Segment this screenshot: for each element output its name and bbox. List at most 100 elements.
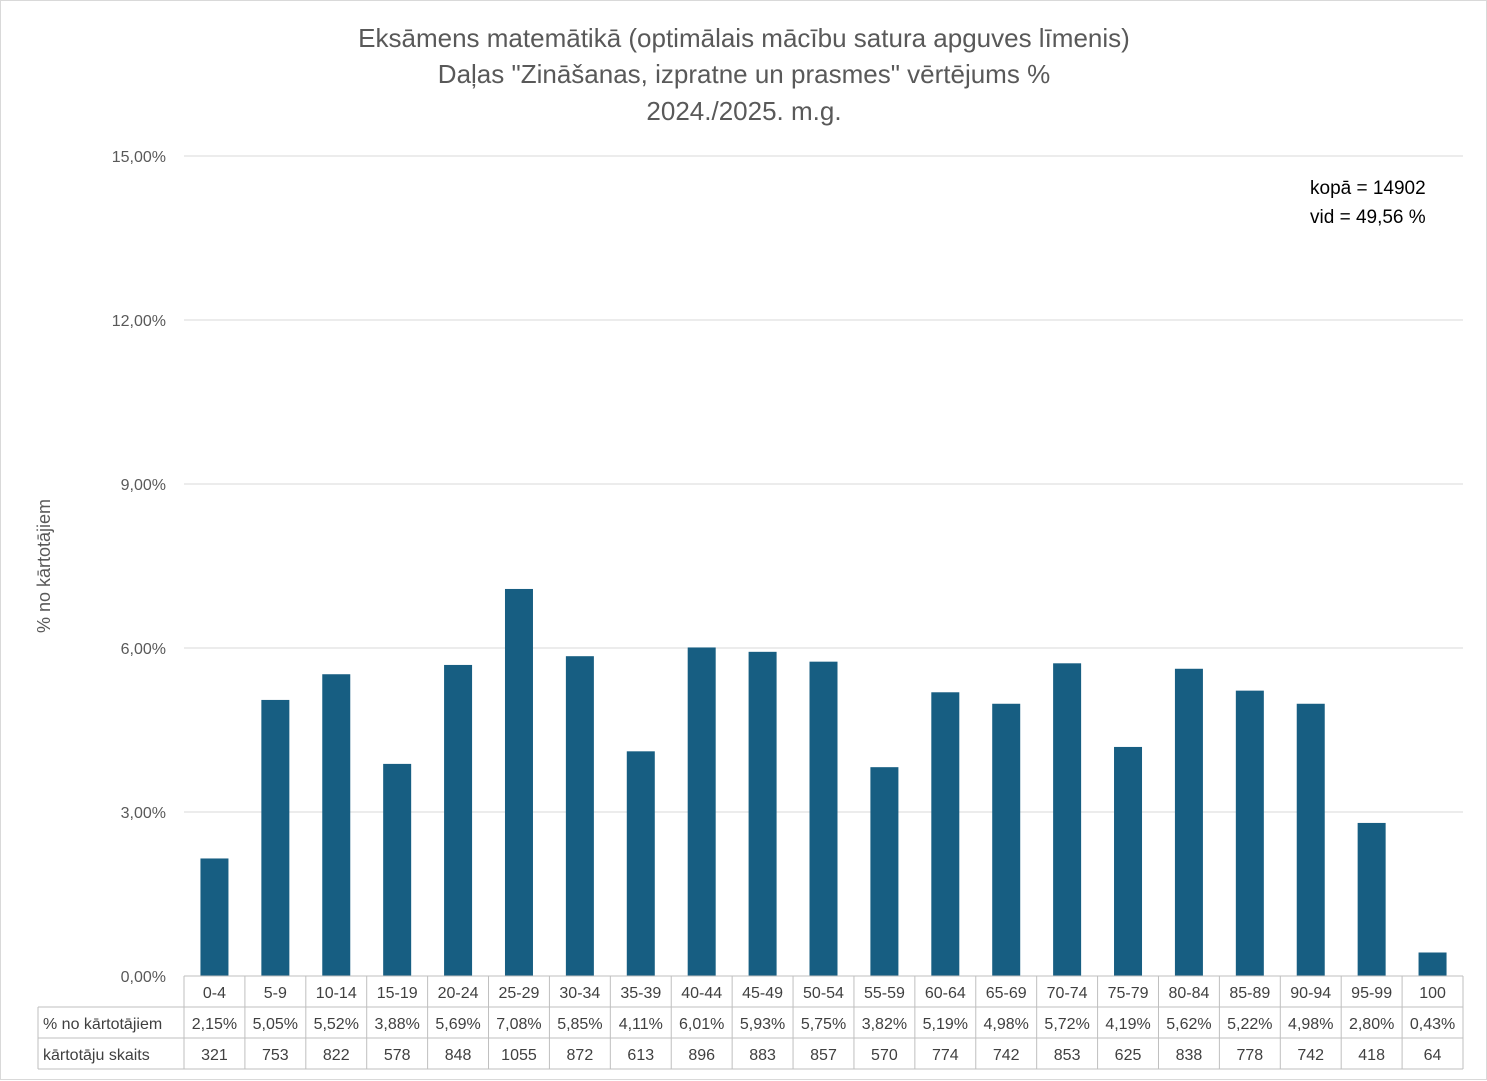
table-cell-percent: 4,19% bbox=[1105, 1016, 1150, 1033]
annotation-text: vid = 49,56 % bbox=[1310, 207, 1426, 228]
table-cell-percent: 5,72% bbox=[1044, 1016, 1089, 1033]
x-tick-label: 80-84 bbox=[1168, 985, 1209, 1002]
y-tick-label: 0,00% bbox=[121, 969, 166, 986]
bar-15-19 bbox=[383, 763, 412, 976]
x-tick-label: 85-89 bbox=[1229, 985, 1270, 1002]
x-tick-label: 75-79 bbox=[1108, 985, 1149, 1002]
y-tick-label: 6,00% bbox=[121, 641, 166, 658]
table-cell-count: 778 bbox=[1236, 1047, 1263, 1064]
table-cell-percent: 0,43% bbox=[1410, 1016, 1455, 1033]
x-tick-label: 15-19 bbox=[377, 985, 418, 1002]
table-cell-percent: 5,75% bbox=[801, 1016, 846, 1033]
table-cell-percent: 3,82% bbox=[862, 1016, 907, 1033]
table-cell-count: 848 bbox=[445, 1047, 472, 1064]
y-axis-label: % no kārtotājiem bbox=[34, 499, 54, 633]
y-axis-ticks: 0,00% 3,00% 6,00% 9,00% 12,00% 15,00% bbox=[112, 149, 166, 986]
table-cell-count: 753 bbox=[262, 1047, 289, 1064]
y-tick-label: 9,00% bbox=[121, 477, 166, 494]
table-cell-count: 742 bbox=[993, 1047, 1020, 1064]
table-cell-count: 64 bbox=[1424, 1047, 1442, 1064]
x-tick-label: 55-59 bbox=[864, 985, 905, 1002]
table-cell-count: 822 bbox=[323, 1047, 350, 1064]
x-tick-label: 65-69 bbox=[986, 985, 1027, 1002]
table-cell-percent: 2,80% bbox=[1349, 1016, 1394, 1033]
table-cell-percent: 5,85% bbox=[557, 1016, 602, 1033]
x-tick-label: 35-39 bbox=[620, 985, 661, 1002]
table-row-header: kārtotāju skaits bbox=[43, 1047, 150, 1064]
y-tick-label: 12,00% bbox=[112, 313, 166, 330]
table-cell-percent: 5,52% bbox=[314, 1016, 359, 1033]
table-cell-percent: 3,88% bbox=[374, 1016, 419, 1033]
x-tick-label: 25-29 bbox=[499, 985, 540, 1002]
x-tick-label: 70-74 bbox=[1047, 985, 1088, 1002]
x-tick-label: 60-64 bbox=[925, 985, 966, 1002]
table-cell-count: 857 bbox=[810, 1047, 837, 1064]
bar-100 bbox=[1418, 952, 1447, 976]
table-cell-count: 896 bbox=[688, 1047, 715, 1064]
x-tick-label: 45-49 bbox=[742, 985, 783, 1002]
table-cell-count: 570 bbox=[871, 1047, 898, 1064]
bar-25-29 bbox=[504, 588, 533, 976]
data-table: % no kārtotājiem kārtotāju skaits 0-4 5-9 10… bbox=[37, 975, 1464, 1070]
bar-55-59 bbox=[870, 767, 899, 976]
bar-60-64 bbox=[931, 692, 960, 976]
x-tick-label: 50-54 bbox=[803, 985, 844, 1002]
x-tick-label: 100 bbox=[1419, 985, 1446, 1002]
table-cell-count: 774 bbox=[932, 1047, 959, 1064]
bar-80-84 bbox=[1174, 668, 1203, 976]
bar-20-24 bbox=[444, 664, 473, 976]
x-tick-label: 5-9 bbox=[264, 985, 287, 1002]
x-tick-label: 95-99 bbox=[1351, 985, 1392, 1002]
x-tick-label: 30-34 bbox=[559, 985, 600, 1002]
bar-85-89 bbox=[1235, 690, 1264, 976]
table-cell-percent: 2,15% bbox=[192, 1016, 237, 1033]
table-cell-count: 578 bbox=[384, 1047, 411, 1064]
table-cell-percent: 5,05% bbox=[253, 1016, 298, 1033]
bar-30-34 bbox=[565, 656, 594, 976]
table-cell-percent: 5,93% bbox=[740, 1016, 785, 1033]
table-cell-count: 872 bbox=[567, 1047, 594, 1064]
bar-65-69 bbox=[992, 703, 1021, 976]
y-axis-title: % no kārtotājiem bbox=[34, 499, 54, 633]
table-cell-percent: 5,62% bbox=[1166, 1016, 1211, 1033]
bar-75-79 bbox=[1114, 746, 1143, 976]
bar-5-9 bbox=[261, 699, 290, 976]
chart-title-line: Daļas "Zināšanas, izpratne un prasmes" v… bbox=[438, 59, 1050, 89]
annotation-text: kopā = 14902 bbox=[1310, 178, 1426, 199]
table-cell-count: 418 bbox=[1358, 1047, 1385, 1064]
bar-45-49 bbox=[748, 651, 777, 976]
chart-title: Eksāmens matemātikā (optimālais mācību s… bbox=[358, 23, 1130, 126]
table-cell-count: 625 bbox=[1115, 1047, 1142, 1064]
bar-70-74 bbox=[1053, 663, 1082, 976]
y-tick-label: 3,00% bbox=[121, 805, 166, 822]
table-cell-percent: 5,69% bbox=[435, 1016, 480, 1033]
bar-95-99 bbox=[1357, 822, 1386, 976]
bar-35-39 bbox=[626, 751, 655, 976]
bars bbox=[200, 588, 1447, 976]
x-tick-label: 90-94 bbox=[1290, 985, 1331, 1002]
bar-90-94 bbox=[1296, 703, 1325, 976]
bar-0-4 bbox=[200, 858, 229, 976]
table-cell-count: 321 bbox=[201, 1047, 228, 1064]
y-tick-label: 15,00% bbox=[112, 149, 166, 166]
table-row-header: % no kārtotājiem bbox=[43, 1016, 162, 1033]
chart-title-line: Eksāmens matemātikā (optimālais mācību s… bbox=[358, 23, 1130, 53]
table-cell-count: 1055 bbox=[501, 1047, 537, 1064]
table-cell-percent: 4,11% bbox=[619, 1016, 663, 1033]
chart-title-line: 2024./2025. m.g. bbox=[646, 96, 841, 126]
table-cell-count: 883 bbox=[749, 1047, 776, 1064]
bar-10-14 bbox=[322, 674, 351, 976]
table-cell-percent: 7,08% bbox=[496, 1016, 541, 1033]
x-tick-label: 0-4 bbox=[203, 985, 226, 1002]
x-tick-label: 40-44 bbox=[681, 985, 722, 1002]
table-cell-percent: 5,22% bbox=[1227, 1016, 1272, 1033]
x-tick-label: 20-24 bbox=[438, 985, 479, 1002]
bar-50-54 bbox=[809, 661, 838, 976]
table-cell-count: 853 bbox=[1054, 1047, 1081, 1064]
table-cell-percent: 4,98% bbox=[984, 1016, 1029, 1033]
table-cell-percent: 6,01% bbox=[679, 1016, 724, 1033]
table-cell-percent: 5,19% bbox=[923, 1016, 968, 1033]
table-cell-count: 742 bbox=[1297, 1047, 1324, 1064]
